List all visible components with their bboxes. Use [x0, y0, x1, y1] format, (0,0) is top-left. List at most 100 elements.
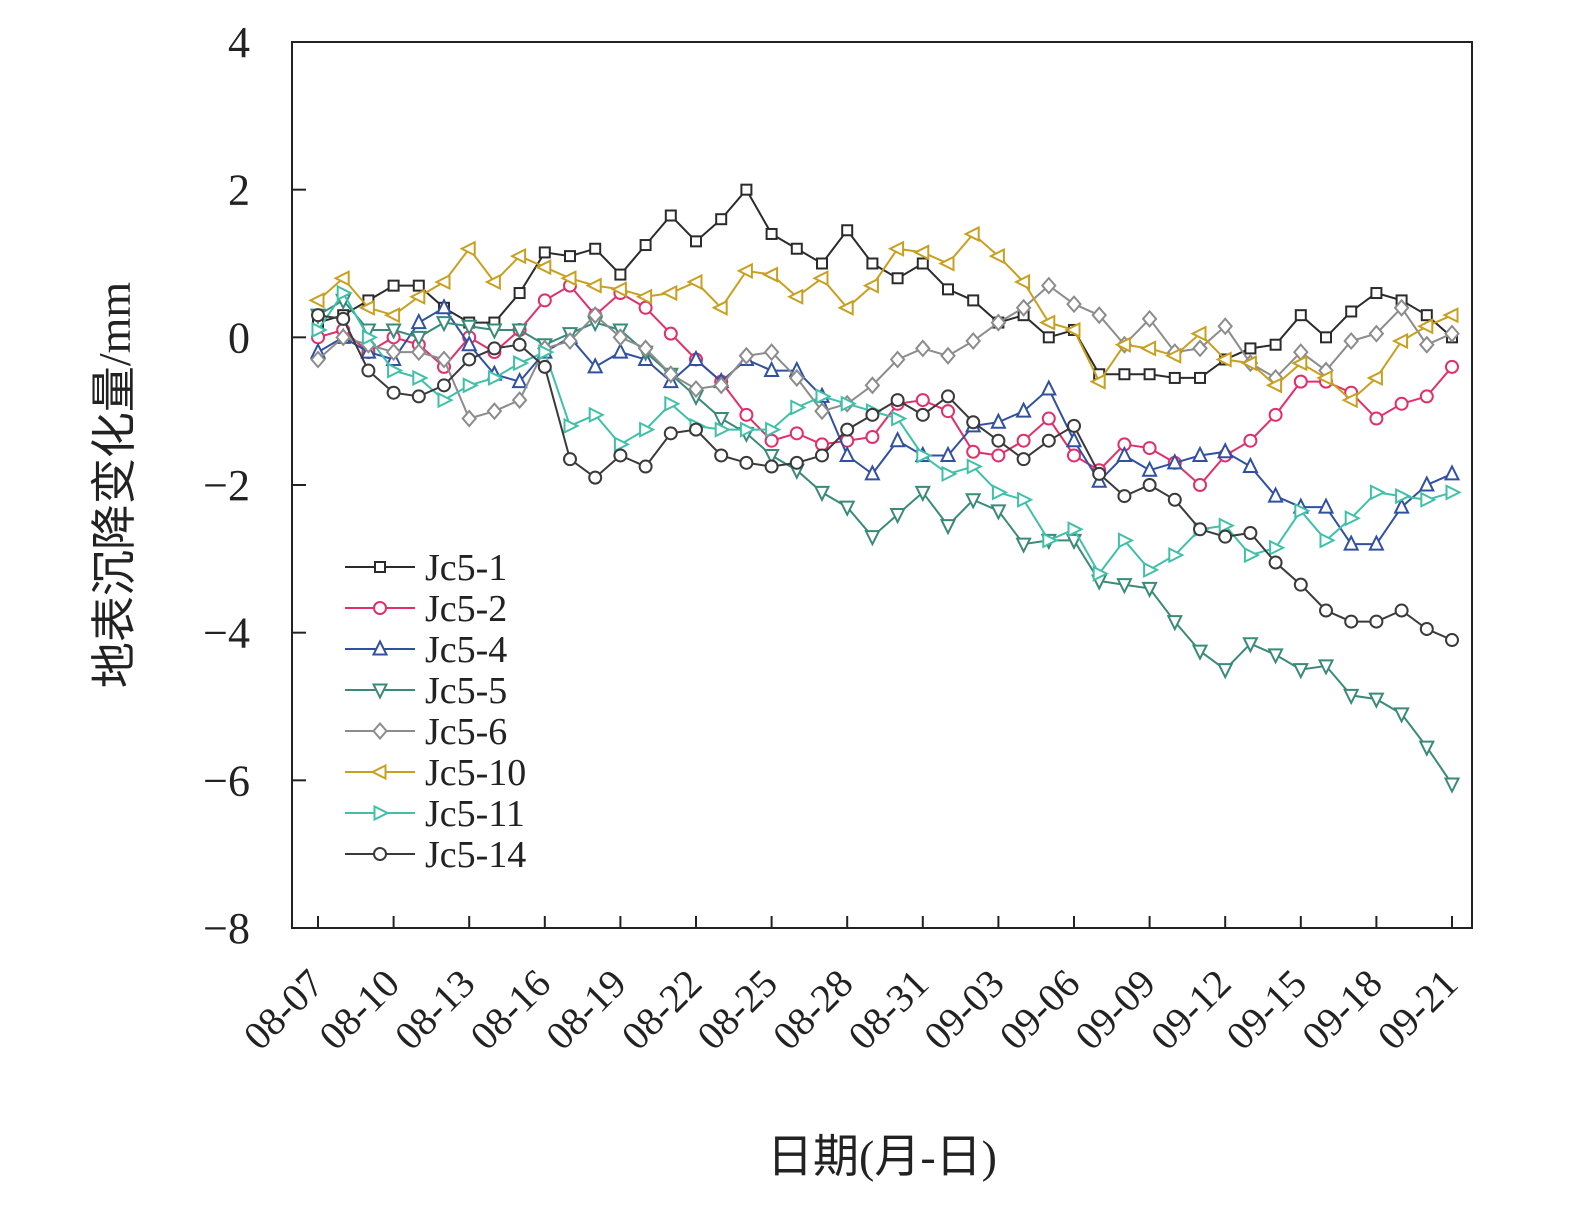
data-point	[509, 247, 527, 265]
legend-marker	[373, 804, 390, 822]
data-point	[1091, 306, 1108, 325]
series-line	[317, 314, 1453, 641]
data-point	[1394, 396, 1409, 411]
data-point	[864, 376, 881, 395]
data-point	[1418, 335, 1435, 354]
data-point	[890, 393, 905, 408]
data-point	[1165, 347, 1182, 364]
data-point	[864, 530, 881, 547]
data-point	[1218, 529, 1233, 544]
legend-marker	[374, 561, 386, 573]
data-point	[588, 406, 605, 423]
series-line	[317, 232, 1453, 402]
data-point	[538, 246, 551, 259]
data-point	[1343, 534, 1360, 551]
data-point	[410, 312, 427, 330]
data-point	[1016, 433, 1031, 448]
data-point	[1067, 418, 1081, 433]
data-point	[663, 426, 678, 441]
data-point	[1117, 489, 1132, 504]
data-point	[765, 227, 778, 240]
legend-marker	[370, 763, 387, 781]
data-point	[462, 352, 477, 367]
data-point	[1442, 307, 1459, 324]
data-point	[991, 433, 1006, 448]
data-point	[1116, 445, 1133, 462]
data-point	[1243, 525, 1258, 540]
data-point	[639, 239, 652, 252]
data-point	[914, 485, 931, 503]
x-tick-label: 08-16	[461, 961, 559, 1059]
data-point	[1369, 614, 1384, 629]
series-line	[317, 187, 1453, 379]
data-point	[714, 421, 731, 438]
data-point	[990, 412, 1007, 429]
data-point	[511, 391, 528, 410]
data-point	[1291, 355, 1308, 372]
data-point	[1041, 411, 1056, 426]
data-point	[1141, 460, 1158, 477]
data-point	[610, 281, 627, 298]
data-point	[385, 323, 402, 340]
data-point	[1013, 273, 1031, 291]
series-line	[317, 291, 1453, 576]
data-point	[1293, 577, 1308, 592]
data-point	[690, 235, 702, 248]
data-point	[587, 306, 604, 325]
data-point	[1393, 707, 1410, 724]
data-point	[787, 288, 804, 305]
data-point	[965, 331, 982, 351]
data-point	[1444, 324, 1460, 343]
data-point	[587, 357, 604, 374]
data-point	[941, 389, 955, 404]
y-axis-title: 地表沉降变化量/mm	[89, 282, 140, 689]
data-point	[661, 284, 678, 302]
data-point	[887, 240, 905, 257]
data-point	[841, 224, 854, 237]
data-point	[436, 350, 452, 369]
data-point	[1015, 537, 1032, 554]
data-point	[789, 455, 804, 470]
data-point	[1344, 614, 1359, 629]
legend-marker	[373, 847, 387, 861]
data-point	[1344, 510, 1361, 527]
data-point	[1017, 491, 1034, 508]
data-point	[1042, 532, 1059, 549]
data-point	[1042, 331, 1055, 344]
data-point	[1166, 615, 1183, 632]
data-point	[588, 470, 603, 485]
series-Jc5-4	[309, 298, 1461, 551]
data-point	[862, 277, 879, 294]
data-point	[512, 337, 527, 352]
data-point	[662, 365, 679, 384]
data-point	[714, 448, 729, 463]
data-point	[535, 259, 552, 276]
data-point	[1368, 324, 1385, 343]
data-point	[1167, 492, 1182, 507]
data-point	[1139, 340, 1157, 357]
data-point	[1066, 295, 1082, 314]
data-point	[1015, 401, 1032, 418]
series-line	[317, 284, 1453, 420]
data-point	[1193, 478, 1207, 492]
data-point	[511, 323, 528, 340]
data-point	[1370, 287, 1383, 300]
legend-entry: Jc5-14	[345, 834, 526, 876]
data-point	[1114, 336, 1131, 353]
data-point	[560, 270, 577, 287]
data-point	[865, 407, 880, 422]
data-point	[1065, 430, 1083, 448]
data-point	[461, 409, 478, 428]
data-point	[635, 288, 653, 305]
data-point	[1240, 355, 1257, 372]
data-point	[864, 464, 881, 481]
data-point	[940, 346, 956, 365]
legend-marker	[372, 721, 388, 741]
data-point	[866, 257, 879, 270]
data-point	[1445, 359, 1459, 374]
data-point	[614, 268, 627, 281]
data-point	[1369, 484, 1387, 501]
data-point	[913, 244, 930, 261]
data-point	[410, 343, 427, 362]
data-point	[790, 242, 803, 255]
